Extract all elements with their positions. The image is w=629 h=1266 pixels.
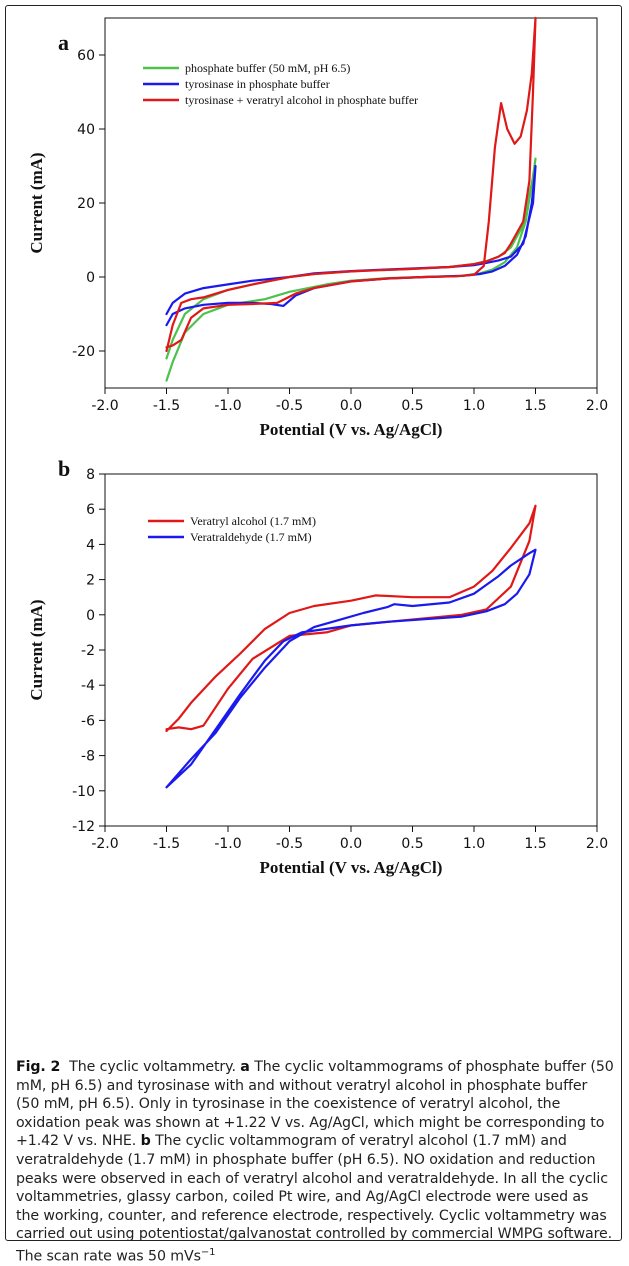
y-axis-label: Current (mA) [27,152,46,253]
caption-panel-a-text: The cyclic voltammograms of phosphate bu… [16,1059,614,1150]
caption-label: Fig. 2 [16,1059,61,1075]
x-tick-label: -1.0 [214,836,241,852]
y-tick-label: 60 [77,48,95,64]
x-axis-label: Potential (V vs. Ag/AgCl) [260,858,443,877]
figure-svg: a-2.0 -1.5 -1.0 -0.5 0.0 0.5 1.0 1.5 2.0-2002040… [27,16,608,877]
x-tick-label: -0.5 [276,836,303,852]
caption-panel-a-label: a [240,1059,250,1075]
x-tick-label: -2.0 [91,398,118,414]
y-tick-label: -2 [81,643,95,659]
y-tick-label: 2 [86,573,95,589]
figure-frame [5,5,622,1241]
legend-entry: Veratraldehyde (1.7 mM) [190,530,312,544]
x-tick-label: 2.0 [586,836,608,852]
y-tick-label: -4 [81,678,95,694]
legend-entry: Veratryl alcohol (1.7 mM) [190,514,316,528]
x-tick-label: -0.5 [276,398,303,414]
x-tick-label: 0.0 [340,398,362,414]
caption-panel-b-label: b [140,1133,151,1150]
legend-entry: tyrosinase in phosphate buffer [185,77,330,91]
x-tick-label: -1.0 [214,398,241,414]
x-tick-label: 1.5 [524,836,546,852]
x-tick-label: -1.5 [153,836,180,852]
caption-title: The cyclic voltammetry. [69,1059,236,1075]
y-tick-label: 20 [77,196,95,212]
y-tick-label: -12 [72,819,95,835]
chart-panel-b: b -2.0 -1.5 -1.0 -0.5 0.0 0.5 1.0 1.5 2.0 -12 -10 -8… [27,456,608,877]
x-tick-label: 0.5 [401,836,423,852]
x-tick-label: 1.0 [463,398,485,414]
panel-label: a [58,30,69,55]
series-line-1 [165,504,537,733]
y-tick-label: -10 [72,784,95,800]
series-line-2 [165,164,537,327]
y-axis-label: Current (mA) [27,599,46,700]
series-line-2 [165,548,537,789]
series-line-3 [165,16,537,353]
y-tick-label: 4 [86,537,95,553]
x-tick-label: -2.0 [91,836,118,852]
plot-area [104,17,598,389]
y-tick-label: 8 [86,467,95,483]
y-tick-label: -8 [81,749,95,765]
y-tick-label: 0 [86,270,95,286]
y-tick-label: -20 [72,344,95,360]
x-tick-label: 0.5 [401,398,423,414]
x-tick-label: 0.0 [340,836,362,852]
y-tick-label: 6 [86,502,95,518]
panel-label: b [58,456,70,481]
figure-caption: Fig. 2 The cyclic voltammetry. a The cyc… [16,1058,614,1266]
x-axis-label: Potential (V vs. Ag/AgCl) [260,420,443,439]
x-tick-label: 2.0 [586,398,608,414]
caption-superscript: −1 [200,1246,216,1258]
y-tick-label: -6 [81,713,95,729]
x-tick-label: 1.0 [463,836,485,852]
legend-entry: tyrosinase + veratryl alcohol in phospha… [185,93,418,107]
caption-panel-b-text: The cyclic voltammogram of veratryl alco… [16,1133,613,1265]
chart-panel-a: a -2.0 -1.5 -1.0 -0.5 0.0 0.5 1.0 1.5 2.0 -20 0 20 40… [27,16,608,439]
legend-entry: phosphate buffer (50 mM, pH 6.5) [185,61,350,75]
x-tick-label: 1.5 [524,398,546,414]
y-tick-label: 0 [86,608,95,624]
y-tick-label: 40 [77,122,95,138]
x-tick-label: -1.5 [153,398,180,414]
